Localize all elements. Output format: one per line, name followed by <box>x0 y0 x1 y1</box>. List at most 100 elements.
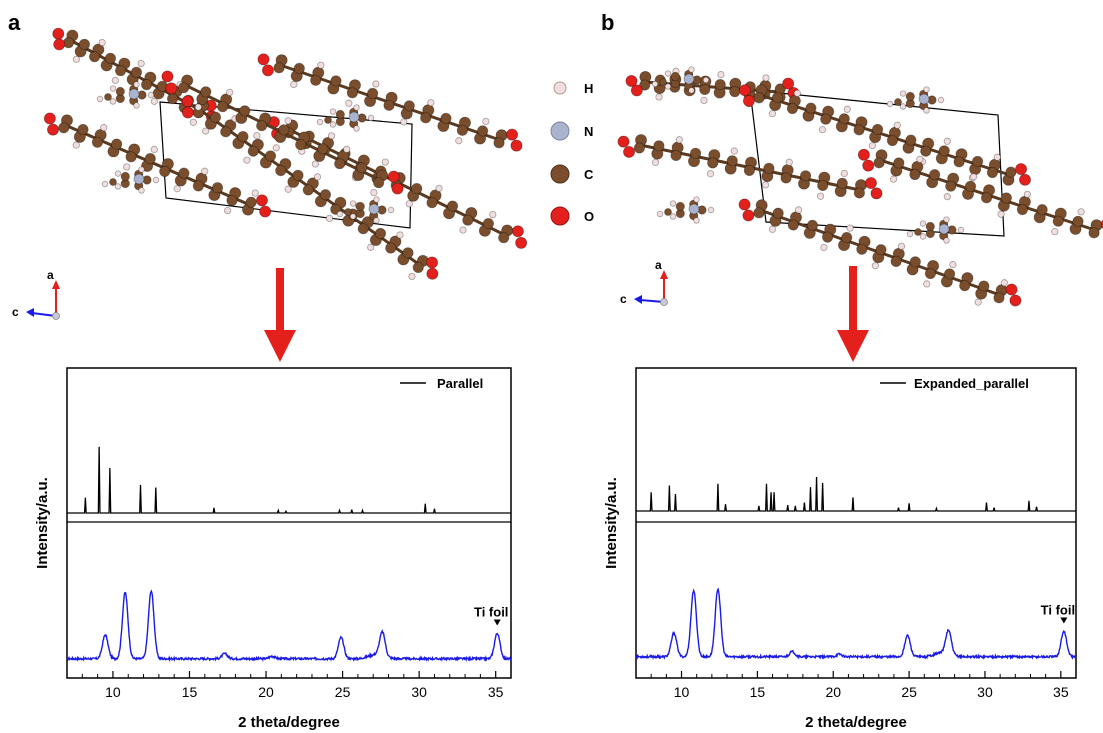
hydrogen-atom <box>343 145 351 153</box>
hydrogen-atom <box>923 107 930 114</box>
carbon-atom <box>302 184 314 196</box>
ti-foil-label-a: Ti foil <box>474 605 508 620</box>
hydrogen-atom <box>98 38 106 47</box>
carbon-atom <box>58 122 70 134</box>
carbon-atom <box>929 169 941 181</box>
carbon-atom <box>914 228 922 236</box>
x-tick-label-25: 25 <box>901 684 917 700</box>
hydrogen-atom <box>1000 279 1008 287</box>
legend-label-c: C <box>584 167 594 182</box>
carbon-atom <box>357 223 369 235</box>
x-tick-label-35: 35 <box>488 684 504 700</box>
nitrogen-atom <box>918 93 930 105</box>
hydrogen-atom <box>96 95 104 103</box>
x-tick-label-20: 20 <box>825 684 841 700</box>
carbon-atom <box>1072 215 1084 227</box>
carbon-atom <box>317 143 329 155</box>
carbon-atom <box>909 168 921 181</box>
hydrogen-atom <box>133 81 140 88</box>
hydrogen-atom <box>325 214 334 222</box>
carbon-atom <box>292 169 304 181</box>
hydrogen-atom <box>943 193 951 201</box>
oxygen-atom <box>161 70 174 83</box>
oxygen-atom-icon <box>550 206 570 226</box>
carbon-atom <box>239 105 251 117</box>
carbon-atom <box>334 158 346 170</box>
hydrogen-atom <box>843 105 851 113</box>
carbon-atom <box>412 261 424 274</box>
carbon-atom <box>403 100 415 112</box>
hydrogen-atom <box>700 96 708 105</box>
carbon-atom <box>104 93 112 101</box>
hydrogen-atom <box>949 260 957 269</box>
carbon-atom <box>245 196 257 208</box>
hydrogen-atom <box>675 136 683 144</box>
hydrogen-atom <box>349 213 357 220</box>
oxygen-atom <box>510 139 523 152</box>
carbon-atom <box>385 242 397 254</box>
x-tick-label-10: 10 <box>674 684 690 700</box>
axis-c-arrow-b <box>639 299 665 303</box>
hydrogen-atom <box>664 83 672 90</box>
oxygen-atom <box>181 106 194 119</box>
hydrogen-atom <box>370 188 378 197</box>
red-arrow-head-b <box>837 330 869 362</box>
hydrogen-atom <box>147 91 155 99</box>
carbon-atom <box>805 102 817 114</box>
x-axis-label-a: 2 theta/degree <box>238 714 340 731</box>
carbon-atom <box>978 280 990 292</box>
carbon-atom <box>729 86 741 98</box>
hydrogen-atom <box>251 189 259 197</box>
ti-foil-label-b: Ti foil <box>1041 603 1075 618</box>
carbon-atom <box>873 157 885 169</box>
crystal-structure-b <box>617 66 1103 307</box>
carbon-atom <box>446 200 459 212</box>
carbon-atom <box>275 164 287 177</box>
hydrogen-atom <box>253 131 261 140</box>
hydrogen-atom <box>1023 190 1031 198</box>
carbon-atom <box>273 62 285 74</box>
oxygen-atom <box>387 170 400 183</box>
carbon-atom <box>871 123 884 136</box>
oxygen-atom <box>52 27 65 40</box>
hydrogen-atom <box>408 272 416 281</box>
carbon-atom <box>943 268 956 280</box>
hydrogen-atom <box>101 180 109 188</box>
carbon-atom <box>853 187 865 199</box>
hydrogen-atom <box>818 126 826 134</box>
hydrogen-atom <box>693 217 700 224</box>
carbon-atom <box>217 101 229 113</box>
carbon-atom <box>462 214 474 226</box>
axis-origin-b <box>660 298 668 306</box>
hydrogen-atom <box>459 226 467 234</box>
carbon-atom <box>786 102 799 115</box>
hydrogen-atom <box>816 192 825 200</box>
carbon-atom <box>192 180 204 192</box>
hydrogen-atom <box>897 242 906 250</box>
hydrogen-atom <box>387 206 395 214</box>
carbon-atom <box>639 79 651 91</box>
panel-letter-b: b <box>601 10 614 35</box>
nitrogen-atom <box>368 203 380 215</box>
carbon-atom <box>493 137 505 149</box>
oxygen-atom <box>623 145 636 158</box>
hydrogen-atom <box>201 167 209 175</box>
carbon-atom <box>426 197 438 209</box>
hydrogen-atom <box>688 87 695 94</box>
oxygen-atom <box>782 77 795 90</box>
oxygen-atom <box>426 256 439 269</box>
nitrogen-atom <box>688 203 700 215</box>
oxygen-atom <box>1015 163 1028 176</box>
carbon-atom <box>771 91 784 104</box>
simulated-pattern-expanded-parallel <box>636 476 1076 512</box>
nitrogen-atom <box>938 223 950 235</box>
hydrogen-atom <box>72 141 80 149</box>
x-axis-ticks-b: 10 15 20 25 30 35 <box>635 671 1077 700</box>
hydrogen-atom <box>970 173 978 181</box>
x-tick-label-15: 15 <box>750 684 766 700</box>
carbon-atom <box>993 292 1005 304</box>
carbon-atom <box>125 151 137 163</box>
carbon-atom <box>456 124 468 136</box>
carbon-atom <box>894 98 902 106</box>
carbon-atom <box>821 231 834 243</box>
